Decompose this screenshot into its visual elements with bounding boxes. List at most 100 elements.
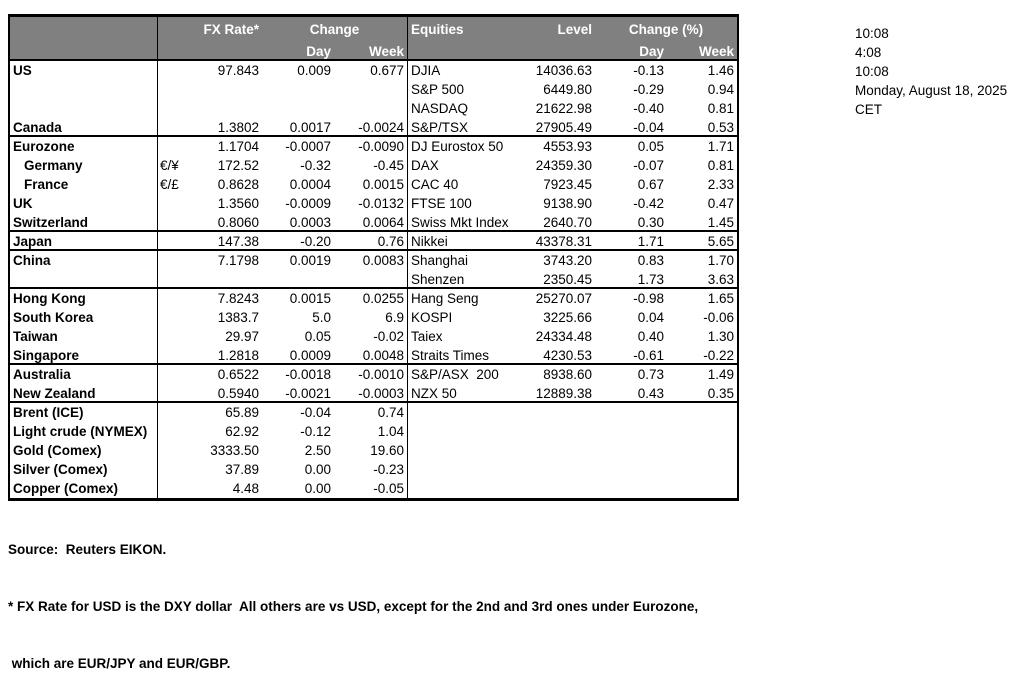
equity-label-cell: DAX xyxy=(407,156,510,175)
fx-day-change-cell: -0.0021 xyxy=(285,386,331,401)
currency-pair-cell xyxy=(157,441,187,460)
currency-pair-cell xyxy=(157,346,187,365)
table-row: Germany €/¥ 172.52 -0.32 -0.45 DAX 24359… xyxy=(10,156,737,175)
table-row: Shenzen 2350.45 1.73 3.63 xyxy=(10,270,737,289)
currency-pair-cell xyxy=(157,194,187,213)
equity-label-cell xyxy=(407,403,510,422)
fx-rate-cell: 147.38 xyxy=(217,234,259,249)
equity-day-change-cell: 0.30 xyxy=(637,215,664,230)
country-label-cell: Japan xyxy=(13,234,53,249)
currency-pair-cell xyxy=(157,270,187,289)
country-label-cell: South Korea xyxy=(13,310,94,325)
fx-week-change-cell: 1.04 xyxy=(377,424,404,439)
country-label-cell: France xyxy=(24,177,69,192)
equity-day-change-cell: 0.04 xyxy=(637,310,664,325)
header-fx-day: Day xyxy=(306,44,331,59)
equity-week-change-cell: -0.06 xyxy=(703,310,734,325)
table-row: China 7.1798 0.0019 0.0083 Shanghai 3743… xyxy=(10,251,737,270)
equity-label-cell xyxy=(407,479,510,498)
fx-week-change-cell: 0.0255 xyxy=(362,291,404,306)
fx-day-change-cell: 0.0019 xyxy=(289,253,331,268)
fx-rate-cell: 0.5940 xyxy=(217,386,259,401)
equity-day-change-cell xyxy=(595,403,667,422)
currency-pair-cell xyxy=(157,137,187,156)
fx-week-change-cell: 0.0064 xyxy=(362,215,404,230)
equity-level-cell xyxy=(510,403,595,422)
currency-pair-cell xyxy=(157,289,187,308)
equity-label-cell: Nikkei xyxy=(407,232,510,251)
country-label-cell: Eurozone xyxy=(13,139,75,154)
table-row: Gold (Comex) 3333.50 2.50 19.60 xyxy=(10,441,737,460)
equity-label-cell: S&P/TSX xyxy=(407,118,510,137)
equity-label-cell: S&P/ASX 200 xyxy=(407,365,510,384)
country-label-cell: US xyxy=(13,63,32,78)
equity-week-change-cell xyxy=(667,479,737,498)
fx-week-change-cell: 0.0048 xyxy=(362,348,404,363)
equity-day-change-cell: -0.07 xyxy=(633,158,664,173)
country-label-cell: UK xyxy=(13,196,33,211)
timestamp-list: 10:08 4:08 10:08 Monday, August 18, 2025 CET xyxy=(855,24,1007,119)
equity-label-cell: Straits Times xyxy=(407,346,510,365)
fx-rate-cell: 62.92 xyxy=(225,424,259,439)
fx-rate-cell: 7.8243 xyxy=(217,291,259,306)
table-row: Australia 0.6522 -0.0018 -0.0010 S&P/ASX… xyxy=(10,365,737,384)
fx-week-change-cell: -0.0010 xyxy=(358,367,404,382)
equity-day-change-cell: 0.40 xyxy=(637,329,664,344)
country-label-cell: Silver (Comex) xyxy=(13,462,108,477)
equity-label-cell: Taiex xyxy=(407,327,510,346)
source-line: Source: Reuters EIKON. xyxy=(8,542,167,557)
country-label-cell: New Zealand xyxy=(13,386,96,401)
header-empty-cell xyxy=(187,42,262,61)
equity-level-cell: 2640.70 xyxy=(543,215,592,230)
timestamp: Monday, August 18, 2025 xyxy=(855,83,1008,98)
currency-pair-cell xyxy=(157,251,187,270)
equity-level-cell: 9138.90 xyxy=(543,196,592,211)
footnote-line-2: which are EUR/JPY and EUR/GBP. xyxy=(8,656,231,671)
equity-day-change-cell: -0.98 xyxy=(633,291,664,306)
table-row: UK 1.3560 -0.0009 -0.0132 FTSE 100 9138.… xyxy=(10,194,737,213)
equity-level-cell: 25270.07 xyxy=(535,291,592,306)
currency-pair-cell xyxy=(157,403,187,422)
table-row: Hong Kong 7.8243 0.0015 0.0255 Hang Seng… xyxy=(10,289,737,308)
equity-week-change-cell: 0.47 xyxy=(707,196,734,211)
fx-day-change-cell: 0.0015 xyxy=(289,291,331,306)
equity-week-change-cell: 0.81 xyxy=(707,158,734,173)
fx-day-change-cell xyxy=(262,99,334,118)
fx-week-change-cell: -0.0024 xyxy=(358,120,404,135)
equity-label-cell: DJ Eurostox 50 xyxy=(407,137,510,156)
table-row: New Zealand 0.5940 -0.0021 -0.0003 NZX 5… xyxy=(10,384,737,403)
equity-day-change-cell: -0.13 xyxy=(633,63,664,78)
equity-day-change-cell: 0.05 xyxy=(637,139,664,154)
equity-level-cell: 4553.93 xyxy=(543,139,592,154)
equity-level-cell: 21622.98 xyxy=(535,101,592,116)
equity-label-cell xyxy=(407,460,510,479)
equity-level-cell xyxy=(510,460,595,479)
fx-day-change-cell: 0.0017 xyxy=(289,120,331,135)
header-empty-cell xyxy=(157,42,187,61)
market-data-table: FX Rate* Change Equities Level Change (%… xyxy=(8,14,739,501)
country-label-cell: Singapore xyxy=(13,348,80,363)
fx-day-change-cell: -0.20 xyxy=(300,234,331,249)
fx-day-change-cell: -0.32 xyxy=(300,158,331,173)
currency-pair-cell xyxy=(157,460,187,479)
equity-week-change-cell: 1.71 xyxy=(707,139,734,154)
fx-rate-cell xyxy=(187,270,262,289)
equity-level-cell: 43378.31 xyxy=(535,234,592,249)
fx-rate-cell xyxy=(187,80,262,99)
fx-day-change-cell: 0.05 xyxy=(304,329,331,344)
equity-label-cell: KOSPI xyxy=(407,308,510,327)
fx-week-change-cell: 19.60 xyxy=(370,443,404,458)
equity-level-cell: 8938.60 xyxy=(543,367,592,382)
equity-level-cell: 3743.20 xyxy=(543,253,592,268)
header-row-1: FX Rate* Change Equities Level Change (%… xyxy=(10,17,737,42)
country-label-cell: Copper (Comex) xyxy=(13,481,119,496)
currency-pair-cell xyxy=(157,365,187,384)
table-row: Light crude (NYMEX) 62.92 -0.12 1.04 xyxy=(10,422,737,441)
currency-pair-cell xyxy=(157,99,187,118)
currency-pair-cell xyxy=(157,384,187,403)
table-row: Japan 147.38 -0.20 0.76 Nikkei 43378.31 … xyxy=(10,232,737,251)
header-empty-cell xyxy=(407,42,510,61)
equity-label-cell: Shenzen xyxy=(407,270,510,289)
country-label-cell xyxy=(10,270,157,289)
fx-day-change-cell: -0.0009 xyxy=(285,196,331,211)
